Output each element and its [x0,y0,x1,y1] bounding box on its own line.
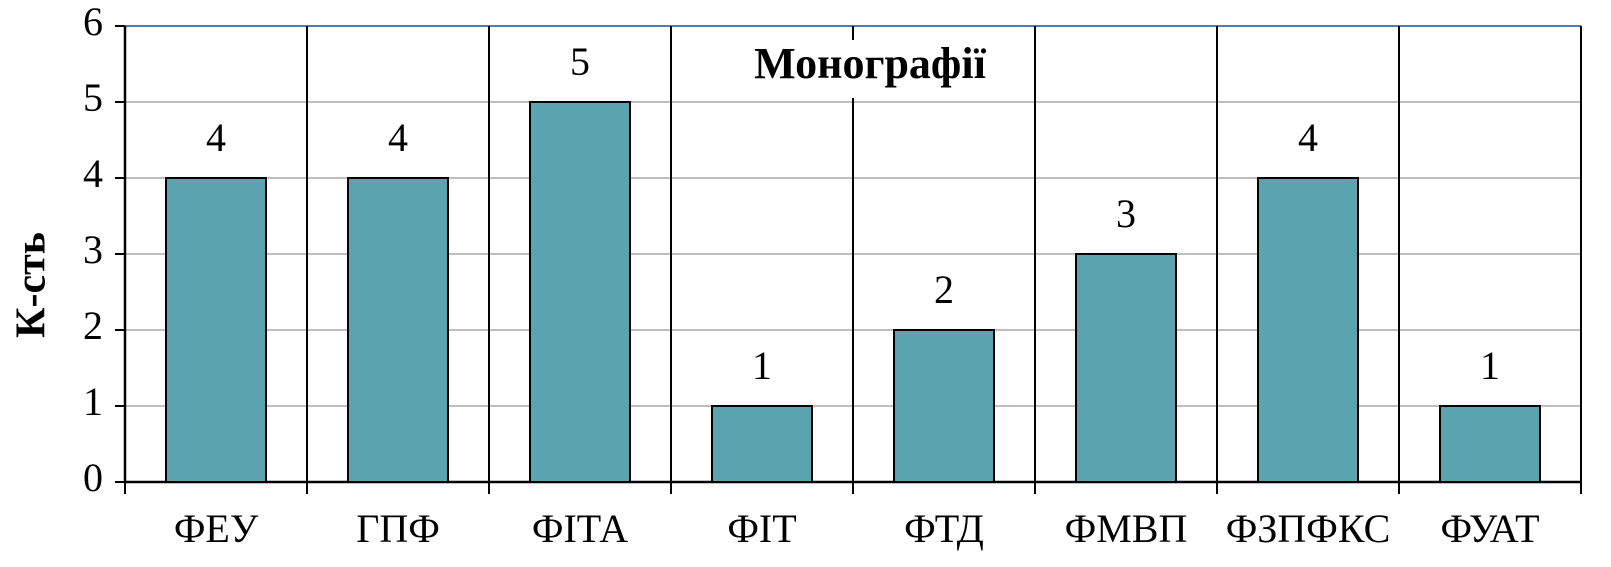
x-tick-label: ФЗПФКС [1226,506,1391,551]
x-tick-label: ФЕУ [174,506,259,551]
data-label: 4 [206,115,226,160]
data-label: 1 [752,343,772,388]
y-tick-label: 3 [83,227,103,272]
bar [1257,177,1359,483]
data-label: 4 [388,115,408,160]
data-label: 4 [1298,115,1318,160]
x-tick-label: ФТД [904,506,984,551]
x-tick-label: ФІТА [532,506,628,551]
y-tick-label: 1 [83,379,103,424]
title-background [722,40,1018,98]
y-tick-label: 5 [83,75,103,120]
data-label: 2 [934,267,954,312]
data-label: 1 [1480,343,1500,388]
bar [165,177,267,483]
bar [711,405,813,483]
y-tick-label: 0 [83,455,103,500]
y-tick-label: 2 [83,303,103,348]
x-tick-label: ГПФ [356,506,440,551]
data-label: 5 [570,39,590,84]
data-label: 3 [1116,191,1136,236]
chart-title: Монографії [754,39,986,88]
bar [347,177,449,483]
y-tick-label: 4 [83,151,103,196]
bar [529,101,631,483]
y-tick-label: 6 [83,0,103,44]
bar [1439,405,1541,483]
bar [893,329,995,483]
x-tick-label: ФІТ [727,506,796,551]
y-axis-label: К-сть [9,232,55,338]
bar [1075,253,1177,483]
x-tick-label: ФМВП [1065,506,1188,551]
x-tick-label: ФУАТ [1440,506,1539,551]
